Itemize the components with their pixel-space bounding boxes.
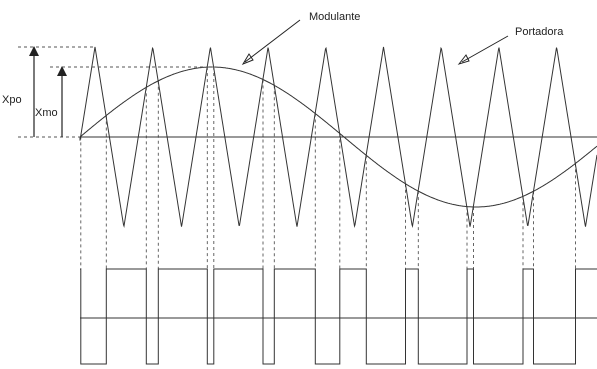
modulante-label: Modulante <box>309 11 360 23</box>
portadora-label: Portadora <box>515 26 564 38</box>
portadora-annotation: Portadora <box>457 26 564 65</box>
pwm-output-waveform <box>80 268 597 365</box>
axes <box>80 136 597 319</box>
modulating-sine-wave <box>79 66 597 208</box>
carrier-triangle-wave <box>79 46 597 229</box>
modulante-annotation: Modulante <box>241 11 360 66</box>
switching-instant-guides <box>80 67 576 269</box>
xpo-label: Xpo <box>2 94 22 106</box>
xmo-amplitude-marker <box>50 66 215 137</box>
xmo-label: Xmo <box>35 107 58 119</box>
xpo-amplitude-marker <box>18 46 95 138</box>
